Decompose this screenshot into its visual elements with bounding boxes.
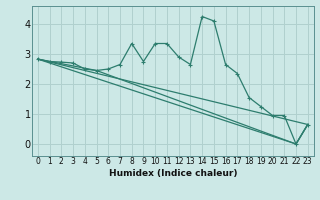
X-axis label: Humidex (Indice chaleur): Humidex (Indice chaleur) [108,169,237,178]
